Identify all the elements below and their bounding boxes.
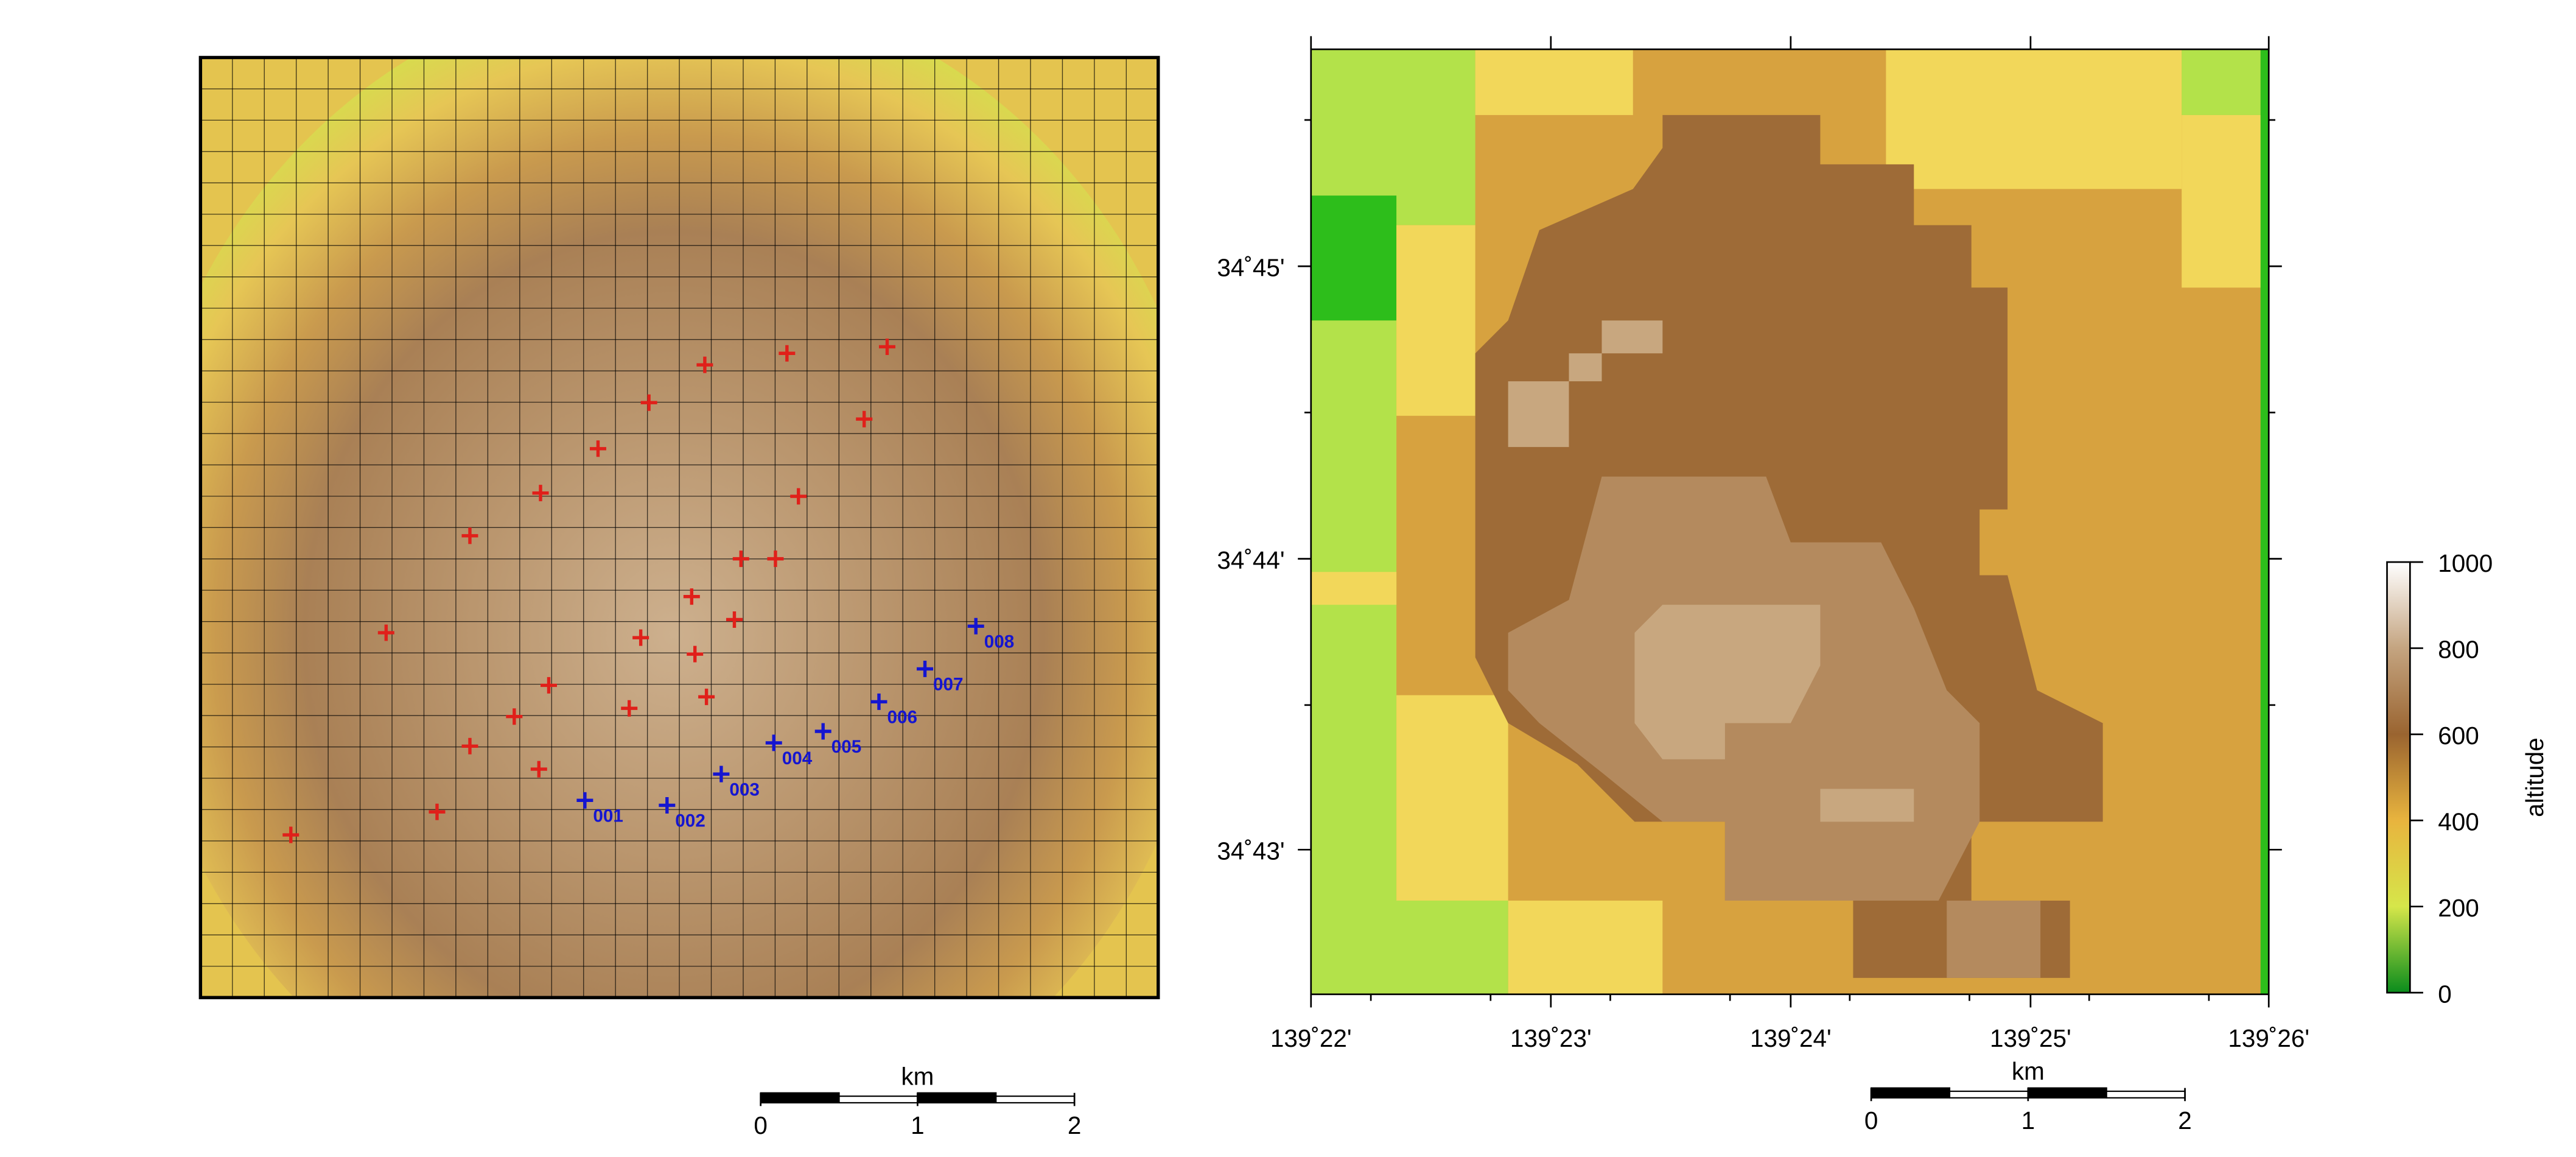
colorbar-tick-label: 200 xyxy=(2438,894,2479,922)
lat-tick-label: 34˚44' xyxy=(1217,546,1284,574)
site-marker xyxy=(878,338,895,355)
site-marker xyxy=(767,550,784,568)
lat-tick-label: 34˚43' xyxy=(1217,837,1284,865)
site-marker xyxy=(506,708,523,725)
lon-tick-label: 139˚22' xyxy=(1270,1024,1352,1052)
scale-bar-segment xyxy=(760,1092,840,1104)
lon-tick-label: 139˚25' xyxy=(1990,1024,2071,1052)
lon-tick-label: 139˚23' xyxy=(1510,1024,1592,1052)
scale-bar-unit: km xyxy=(901,1062,934,1090)
station-label: 008 xyxy=(984,631,1015,652)
scale-bar-label: 1 xyxy=(911,1111,925,1139)
scale-bar-label: 1 xyxy=(2021,1106,2035,1134)
site-marker xyxy=(726,611,743,628)
site-marker xyxy=(790,488,807,505)
station-marker xyxy=(713,765,730,782)
relief-map xyxy=(200,57,1158,998)
colorbar xyxy=(2386,561,2411,994)
site-marker xyxy=(698,688,715,705)
site-marker xyxy=(541,677,558,694)
scale-bar-segment xyxy=(1948,1090,2029,1099)
colorbar-tick-label: 800 xyxy=(2438,636,2479,664)
map-frame xyxy=(198,55,1160,999)
scale-bar-segment xyxy=(838,1095,919,1104)
station-marker xyxy=(870,693,887,710)
station-marker xyxy=(765,734,782,751)
scale-bar-unit: km xyxy=(2012,1057,2045,1085)
lon-tick-label: 139˚24' xyxy=(1750,1024,1832,1052)
site-marker xyxy=(429,803,446,820)
station-label: 007 xyxy=(933,675,964,695)
scale-bar-segment xyxy=(2027,1087,2107,1099)
station-label: 002 xyxy=(675,811,705,831)
site-marker xyxy=(732,550,749,568)
site-marker xyxy=(683,588,700,605)
site-marker xyxy=(530,761,547,778)
colorbar-tick-label: 1000 xyxy=(2438,549,2493,577)
site-marker xyxy=(640,394,657,411)
colorbar-tick-label: 400 xyxy=(2438,807,2479,835)
scale-bar-label: 0 xyxy=(754,1111,768,1139)
site-marker xyxy=(461,737,478,754)
site-marker xyxy=(687,645,704,663)
site-marker xyxy=(532,485,549,502)
station-marker xyxy=(576,792,593,809)
station-marker xyxy=(917,660,934,677)
site-marker xyxy=(282,826,299,843)
station-marker xyxy=(814,723,831,740)
scale-bar-segment xyxy=(2105,1090,2186,1099)
site-marker xyxy=(621,700,638,717)
station-marker xyxy=(659,797,676,814)
site-marker xyxy=(856,410,873,427)
station-label: 004 xyxy=(782,748,813,768)
colorbar-tick-label: 600 xyxy=(2438,722,2479,750)
site-marker xyxy=(696,356,713,373)
station-label: 001 xyxy=(593,806,623,826)
site-marker xyxy=(377,624,394,641)
altitude-map xyxy=(1311,49,2269,994)
lon-tick-label: 139˚26' xyxy=(2228,1024,2309,1052)
station-marker xyxy=(967,617,984,635)
scale-bar-segment xyxy=(995,1095,1076,1104)
site-marker xyxy=(461,527,478,544)
site-marker xyxy=(632,629,649,646)
colorbar-tick-label: 0 xyxy=(2438,980,2452,1008)
station-label: 005 xyxy=(831,737,862,757)
scale-bar-segment xyxy=(917,1092,997,1104)
station-label: 006 xyxy=(887,708,917,728)
scale-bar-label: 0 xyxy=(1864,1106,1878,1134)
station-label: 003 xyxy=(729,779,760,800)
site-marker xyxy=(589,440,606,457)
site-marker xyxy=(779,345,796,362)
scale-bar-label: 2 xyxy=(2178,1106,2192,1134)
scale-bar-segment xyxy=(1871,1087,1951,1099)
colorbar-label: altitude xyxy=(2521,737,2549,817)
lat-tick-label: 34˚45' xyxy=(1217,253,1284,281)
scale-bar-label: 2 xyxy=(1068,1111,1082,1139)
